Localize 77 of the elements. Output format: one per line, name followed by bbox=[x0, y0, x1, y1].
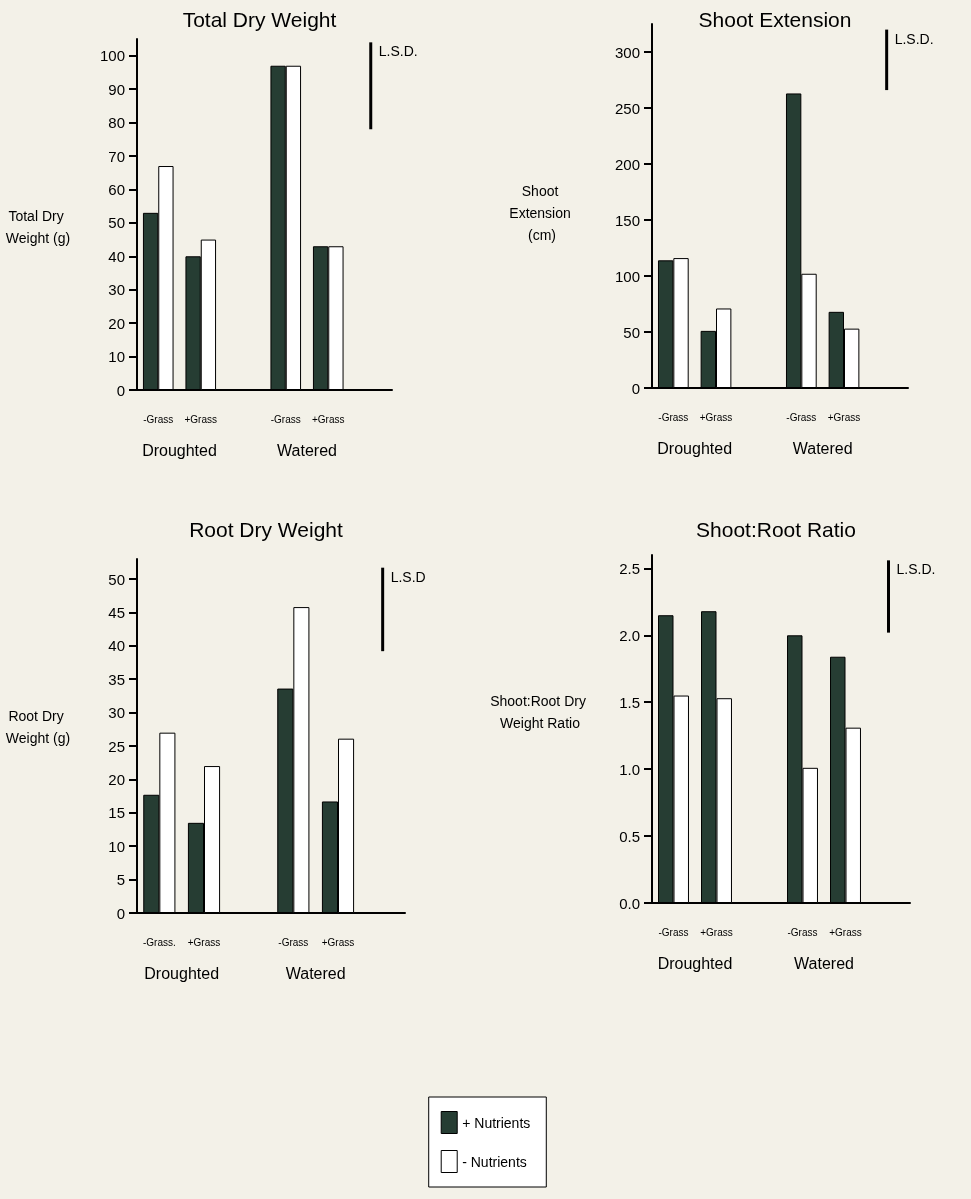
bar bbox=[887, 560, 890, 633]
x-tick-label: +Grass bbox=[700, 926, 733, 938]
x-tick-label: +Grass bbox=[829, 926, 862, 938]
y-tick-label: 35 bbox=[108, 670, 125, 688]
annotation: L.S.D. bbox=[894, 30, 934, 47]
y-axis-title: Total Dry Weight (g) bbox=[5, 208, 71, 246]
y-tick-label: 0 bbox=[116, 904, 125, 922]
bar bbox=[381, 567, 385, 652]
text: Droughted bbox=[144, 964, 220, 982]
y-tick-label: 5 bbox=[116, 871, 125, 889]
x-tick-label: -Grass bbox=[658, 926, 689, 938]
y-axis-title: Shoot Extension (cm) bbox=[509, 183, 575, 243]
y-tick-label: 100 bbox=[99, 47, 125, 65]
y-tick-label: 15 bbox=[108, 804, 125, 822]
y-tick-label: 0.0 bbox=[619, 894, 640, 912]
x-tick-label: -Grass bbox=[787, 926, 818, 938]
y-tick-label: 30 bbox=[108, 281, 125, 299]
x-tick-label: -Grass bbox=[143, 413, 174, 425]
chart-title: Shoot:Root Ratio bbox=[696, 518, 856, 541]
x-tick-label: -Grass bbox=[270, 413, 301, 425]
text: Watered bbox=[277, 441, 337, 459]
y-tick-label: 150 bbox=[614, 211, 640, 229]
text: Watered bbox=[792, 439, 853, 457]
chart-title: Total Dry Weight bbox=[182, 8, 337, 31]
annotation: L.S.D. bbox=[896, 561, 936, 578]
y-tick-label: 10 bbox=[108, 348, 125, 366]
annotation: L.S.D. bbox=[378, 43, 418, 60]
y-axis-title: Shoot:Root Dry Weight Ratio bbox=[490, 693, 590, 731]
y-tick-label: 40 bbox=[108, 247, 125, 265]
y-tick-label: 0 bbox=[116, 381, 125, 399]
y-tick-label: 0 bbox=[631, 379, 640, 397]
y-tick-label: 1.5 bbox=[619, 693, 640, 711]
y-tick-label: 50 bbox=[623, 323, 640, 341]
y-tick-label: 1.0 bbox=[619, 760, 640, 778]
legend-label: - Nutrients bbox=[462, 1153, 527, 1170]
text: Droughted bbox=[657, 439, 733, 457]
x-tick-label: +Grass bbox=[699, 411, 733, 423]
legend-label: + Nutrients bbox=[462, 1114, 531, 1131]
x-tick-label: +Grass bbox=[184, 413, 218, 425]
y-tick-label: 2.0 bbox=[619, 626, 640, 644]
y-tick-label: 20 bbox=[108, 314, 125, 332]
chart-title: Root Dry Weight bbox=[189, 518, 343, 541]
y-tick-label: 80 bbox=[108, 114, 125, 132]
x-tick-label: +Grass bbox=[321, 936, 355, 948]
bar bbox=[885, 29, 889, 91]
y-tick-label: 30 bbox=[108, 704, 125, 722]
y-tick-label: 10 bbox=[108, 837, 125, 855]
y-tick-label: 0.5 bbox=[619, 827, 640, 845]
x-tick-label: -Grass bbox=[658, 411, 689, 423]
y-tick-label: 300 bbox=[614, 43, 640, 61]
bar bbox=[369, 42, 373, 130]
y-tick-label: 2.5 bbox=[619, 559, 640, 577]
y-tick-label: 25 bbox=[108, 737, 125, 755]
y-axis-title: Root Dry Weight (g) bbox=[5, 708, 71, 746]
chart-title: Shoot Extension bbox=[698, 8, 852, 31]
y-tick-label: 250 bbox=[614, 99, 640, 117]
y-tick-label: 200 bbox=[614, 155, 640, 173]
y-tick-label: 40 bbox=[108, 637, 125, 655]
x-tick-label: +Grass bbox=[827, 411, 861, 423]
text: Watered bbox=[285, 964, 346, 982]
y-tick-label: 90 bbox=[108, 80, 125, 98]
x-tick-label: -Grass bbox=[278, 936, 309, 948]
text: Droughted bbox=[142, 441, 217, 459]
text: Droughted bbox=[657, 954, 733, 972]
y-tick-label: 45 bbox=[108, 603, 125, 621]
x-tick-label: -Grass bbox=[786, 411, 817, 423]
x-tick-label: -Grass. bbox=[142, 936, 176, 948]
annotation: L.S.D bbox=[390, 568, 426, 585]
y-tick-label: 60 bbox=[108, 180, 125, 198]
y-tick-label: 100 bbox=[614, 267, 640, 285]
y-tick-label: 50 bbox=[108, 570, 125, 588]
x-tick-label: +Grass bbox=[187, 936, 221, 948]
text: Watered bbox=[794, 954, 854, 972]
y-tick-label: 70 bbox=[108, 147, 125, 165]
y-tick-label: 50 bbox=[108, 214, 125, 232]
x-tick-label: +Grass bbox=[311, 413, 345, 425]
y-tick-label: 20 bbox=[108, 770, 125, 788]
